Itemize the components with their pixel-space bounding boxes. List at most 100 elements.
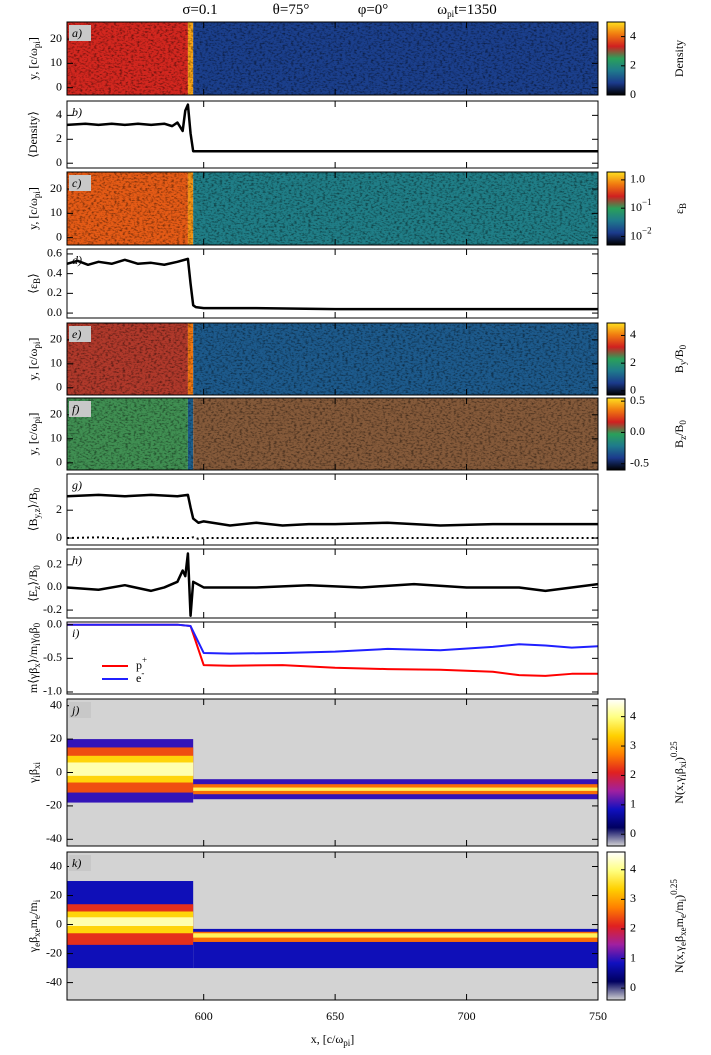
y-tick-label: 0.2	[47, 285, 62, 299]
series-line	[67, 493, 598, 527]
plot-area	[67, 249, 598, 318]
legend-label: e-	[136, 668, 144, 685]
text-segment: β	[26, 937, 40, 943]
panel-frame	[66, 322, 599, 396]
script-text: pi	[32, 191, 42, 199]
panel-frame	[66, 473, 599, 546]
y-tick-label: 0	[56, 380, 62, 394]
plot-area	[67, 474, 598, 545]
panel-background	[67, 249, 598, 318]
script-text: x	[32, 663, 42, 668]
y-tick-label: 20	[50, 887, 62, 901]
y-tick-label: 2	[56, 502, 62, 516]
colorbar-tick-label: 2	[630, 921, 636, 935]
script-text: i	[32, 899, 42, 902]
colorbar-tick-label: 3	[630, 891, 636, 905]
script-text: pi	[32, 416, 42, 424]
text-segment: ω	[437, 2, 447, 18]
script-text: 0.25	[669, 741, 679, 757]
plot-area	[67, 549, 598, 618]
y-tick-label: 0	[56, 764, 62, 778]
text-segment: θ=75°	[273, 2, 310, 18]
text-segment: B	[672, 365, 686, 373]
script-text: y,z	[32, 508, 42, 518]
x-tick-label: 650	[326, 1009, 344, 1023]
panel-background	[67, 474, 598, 545]
y-tick-label: 0	[56, 455, 62, 469]
y-axis-label: y, [c/ωpi]	[26, 413, 42, 456]
text-segment: γ	[26, 637, 40, 644]
colorbar-tick-label: 4	[630, 708, 636, 722]
panel-tag: j)	[70, 703, 79, 717]
map-texture	[67, 172, 598, 245]
colorbar-tick-label: 0	[630, 980, 636, 994]
y-axis-label: y, [c/ωpi]	[26, 37, 42, 80]
colorbar-tick-label: 0	[630, 87, 636, 101]
script-text: e	[32, 915, 42, 919]
colorbar-label: Density	[672, 40, 686, 77]
series-line	[67, 552, 598, 617]
script-text: e	[32, 943, 42, 947]
script-text: xe	[32, 928, 42, 937]
y-axis-label: m⟨γβx⟩/miγ0β0	[26, 622, 42, 693]
colorbar-tick-label: 1	[630, 950, 636, 964]
y-tick-label: 0.0	[47, 305, 62, 319]
colorbar	[606, 397, 626, 471]
x-tick-label: 600	[195, 1009, 213, 1023]
y-tick-label: 20	[50, 407, 62, 421]
y-tick-label: -20	[46, 945, 62, 959]
colorbar-tick-label: 0	[630, 383, 636, 397]
plot-area	[67, 622, 598, 694]
script-text: −1	[642, 197, 652, 207]
y-axis-label: ⟨By,z⟩/B0	[26, 487, 42, 531]
y-tick-label: -40	[46, 831, 62, 845]
panel-tag: i)	[72, 626, 79, 640]
density-band	[193, 787, 598, 791]
plot-area	[67, 699, 598, 846]
text-segment: y, [c/ω	[26, 349, 40, 381]
y-tick-label: 10	[50, 356, 62, 370]
y-tick-label: 0	[56, 916, 62, 930]
panel-tag: c)	[72, 176, 81, 190]
text-segment: N(x,γ	[672, 776, 686, 804]
text-segment: /m	[672, 901, 686, 914]
chart-title: ωpit=1350	[437, 2, 497, 19]
colorbar-tick-label: 2	[630, 767, 636, 781]
text-segment: p	[136, 658, 142, 672]
y-tick-label: 0	[56, 155, 62, 169]
y-tick-label: 4	[56, 107, 62, 121]
chart-title: φ=0°	[358, 2, 389, 18]
text-segment: /B	[672, 349, 686, 360]
colorbar-tick-label: 4	[630, 862, 636, 876]
y-tick-label: 0	[56, 79, 62, 93]
panel-background	[67, 622, 598, 694]
map-texture	[67, 22, 598, 95]
y-tick-label: 40	[50, 697, 62, 711]
script-text: -	[141, 668, 144, 678]
text-segment: ]	[26, 338, 40, 342]
colorbar-tick-label: 1	[630, 797, 636, 811]
plot-area	[67, 101, 598, 168]
map-texture	[67, 398, 598, 470]
text-segment: ⟨B	[26, 519, 40, 532]
y-tick-label: 0.2	[47, 557, 62, 571]
text-segment: N(x,γ	[672, 945, 686, 973]
text-segment: m⟨γβ	[26, 668, 40, 693]
colorbar-tick-label: 3	[630, 738, 636, 752]
colorbar-tick-label: 1.0	[630, 172, 645, 186]
y-tick-label: 0.0	[47, 616, 62, 630]
text-segment: m	[26, 918, 40, 928]
script-text: xe	[678, 927, 688, 936]
panel-frame	[66, 21, 599, 96]
y-tick-label: -0.2	[43, 602, 62, 616]
density-band	[67, 762, 194, 776]
y-tick-label: -40	[46, 974, 62, 988]
text-segment: ⟩/m	[26, 645, 40, 663]
colorbar-tick-label: 4	[630, 327, 636, 341]
script-text: B	[32, 278, 42, 284]
text-segment: y, [c/ω	[26, 48, 40, 80]
y-tick-label: -1.0	[43, 684, 62, 698]
colorbar-label: By/B0	[672, 344, 688, 373]
plot-area	[67, 852, 598, 1000]
